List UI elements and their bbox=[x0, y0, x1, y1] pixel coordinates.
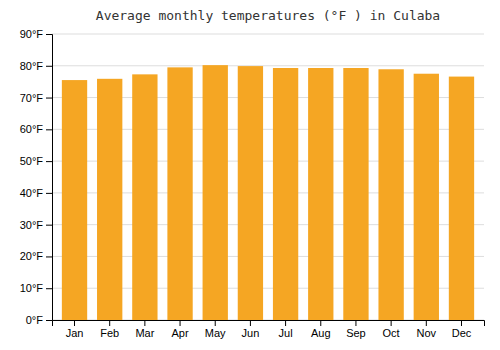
y-tick-mark bbox=[46, 225, 52, 226]
bar bbox=[343, 68, 368, 320]
y-tick-mark bbox=[46, 288, 52, 289]
y-tick-label: 30°F bbox=[20, 219, 44, 231]
y-tick: 0°F bbox=[26, 314, 52, 326]
y-axis-line bbox=[46, 35, 53, 321]
x-tick: Jan bbox=[66, 320, 84, 339]
y-tick-mark bbox=[46, 161, 52, 162]
y-tick: 30°F bbox=[20, 219, 52, 231]
y-tick-label: 40°F bbox=[20, 187, 44, 199]
y-axis: 0°F 10°F 20°F 30°F 40°F 50°F 60°F 70°F 80°F 90°F bbox=[20, 28, 53, 326]
x-tick-label: Aug bbox=[311, 327, 331, 339]
y-tick: 50°F bbox=[20, 155, 52, 167]
x-tick-mark bbox=[180, 320, 181, 326]
x-tick-mark bbox=[109, 320, 110, 326]
y-tick-mark bbox=[46, 66, 52, 67]
y-tick: 70°F bbox=[20, 92, 52, 104]
y-tick-mark bbox=[46, 98, 52, 99]
x-tick-mark bbox=[391, 320, 392, 326]
bar bbox=[167, 67, 192, 320]
grid-line bbox=[52, 65, 484, 66]
y-tick: 60°F bbox=[20, 123, 52, 135]
y-tick: 80°F bbox=[20, 60, 52, 72]
title: Average monthly temperatures (°F ) in Cu… bbox=[96, 8, 440, 23]
y-tick-label: 90°F bbox=[20, 28, 44, 40]
x-tick-mark bbox=[355, 320, 356, 326]
x-tick-mark bbox=[250, 320, 251, 326]
x-tick-label: Nov bbox=[417, 327, 437, 339]
x-tick-mark bbox=[74, 320, 75, 326]
bar bbox=[132, 74, 157, 320]
x-tick: Aug bbox=[311, 320, 331, 339]
y-tick-label: 50°F bbox=[20, 155, 44, 167]
y-tick-mark bbox=[46, 320, 52, 321]
x-tick-label: Feb bbox=[100, 327, 119, 339]
x-tick: Apr bbox=[171, 320, 188, 339]
y-tick: 20°F bbox=[20, 250, 52, 262]
x-tick: Dec bbox=[452, 320, 472, 339]
x-tick: Sep bbox=[346, 320, 366, 339]
x-tick-mark bbox=[461, 320, 462, 326]
bar bbox=[273, 68, 298, 320]
grid bbox=[52, 34, 484, 320]
x-tick-mark bbox=[285, 320, 286, 326]
y-tick-mark bbox=[46, 129, 52, 130]
x-tick: Oct bbox=[383, 320, 400, 339]
grid-line bbox=[52, 34, 484, 35]
bar bbox=[97, 79, 122, 320]
y-tick: 40°F bbox=[20, 187, 52, 199]
bar bbox=[238, 66, 263, 320]
y-tick-mark bbox=[46, 34, 52, 35]
x-tick: Feb bbox=[100, 320, 119, 339]
y-tick-mark bbox=[46, 193, 52, 194]
x-tick: Nov bbox=[417, 320, 437, 339]
x-tick: Jul bbox=[279, 320, 293, 339]
chart: Average monthly temperatures (°F ) in Cu… bbox=[0, 0, 500, 350]
plot: Jan Feb Mar Apr May Jun Jul Aug Sep Oct Nov Dec 0°F 1… bbox=[20, 28, 485, 339]
bar bbox=[378, 69, 403, 320]
x-tick-label: Apr bbox=[171, 327, 188, 339]
y-tick: 90°F bbox=[20, 28, 52, 40]
x-tick: Mar bbox=[135, 320, 154, 339]
x-tick-label: Jul bbox=[279, 327, 293, 339]
y-tick-label: 20°F bbox=[20, 250, 44, 262]
y-tick-label: 80°F bbox=[20, 60, 44, 72]
x-tick-mark bbox=[215, 320, 216, 326]
bars bbox=[62, 65, 474, 320]
x-tick-mark bbox=[426, 320, 427, 326]
x-tick-label: Sep bbox=[346, 327, 366, 339]
bar bbox=[449, 77, 474, 320]
bar bbox=[414, 74, 439, 320]
x-axis: Jan Feb Mar Apr May Jun Jul Aug Sep Oct Nov Dec bbox=[53, 320, 485, 339]
x-tick-label: May bbox=[205, 327, 226, 339]
x-tick: May bbox=[205, 320, 226, 339]
y-tick-label: 0°F bbox=[26, 314, 44, 326]
y-tick-label: 70°F bbox=[20, 92, 44, 104]
x-tick: Jun bbox=[242, 320, 260, 339]
x-tick-mark bbox=[320, 320, 321, 326]
x-tick-mark bbox=[144, 320, 145, 326]
x-tick-label: Jun bbox=[242, 327, 260, 339]
bar bbox=[62, 80, 87, 320]
x-tick-label: Oct bbox=[383, 327, 400, 339]
y-tick: 10°F bbox=[20, 282, 52, 294]
x-tick-label: Mar bbox=[135, 327, 154, 339]
x-axis-line bbox=[53, 321, 485, 327]
bar bbox=[203, 65, 228, 320]
y-tick-label: 60°F bbox=[20, 123, 44, 135]
x-tick-label: Dec bbox=[452, 327, 472, 339]
x-tick-label: Jan bbox=[66, 327, 84, 339]
bar bbox=[308, 68, 333, 320]
y-tick-mark bbox=[46, 256, 52, 257]
y-tick-label: 10°F bbox=[20, 282, 44, 294]
